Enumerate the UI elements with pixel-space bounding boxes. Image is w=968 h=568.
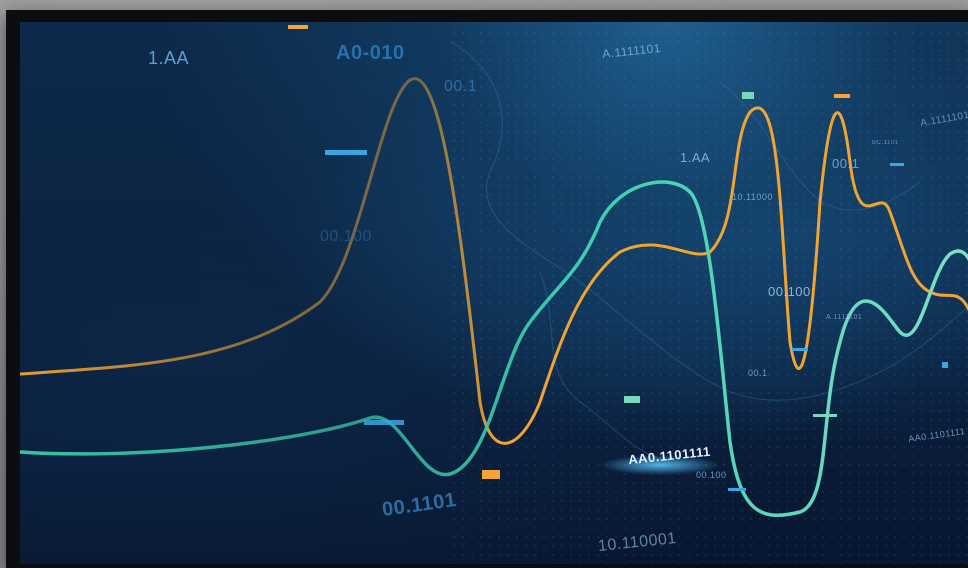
label-00-100-left: 00.100 [320,228,372,245]
label-00-1-top: 00.1 [444,78,478,95]
marker-orange [834,94,850,98]
marker-blue [364,420,404,425]
label-00-100-bottom: 00.100 [696,470,727,480]
label-00-1-right: 00.1 [832,156,860,171]
label-1aa-left: 1.AA [148,48,190,68]
teal-line [20,180,968,517]
marker-orange [288,25,308,29]
monitor: 1.AA A0-010 00.1 A.1111101 00.100 1.AA 1… [6,10,968,568]
marker-blue [792,348,808,351]
dot-texture-right [450,22,968,564]
marker-blue [728,488,746,491]
marker-blue [890,163,904,166]
label-bc-1101: BC.1101 [872,140,899,146]
marker-mint [624,396,640,403]
marker-orange [482,470,500,479]
monitor-screen: 1.AA A0-010 00.1 A.1111101 00.100 1.AA 1… [20,22,968,564]
orange-line [20,77,968,445]
label-00-100-right: 00.100 [768,284,811,299]
marker-blue [325,150,367,155]
marker-mint [742,92,754,99]
glow-spot [600,455,720,475]
label-00-1-mid: 00.1 [748,368,768,378]
label-a1111101-mid: A.1111101 [826,314,863,321]
label-10-11000: 10.11000 [732,192,773,202]
dot-texture-left [200,82,460,382]
label-a0-010: A0-010 [336,42,405,64]
marker-blue [942,362,948,368]
data-visualization [20,22,968,564]
label-1aa-center: 1.AA [680,150,711,165]
marker-mint [813,414,837,417]
